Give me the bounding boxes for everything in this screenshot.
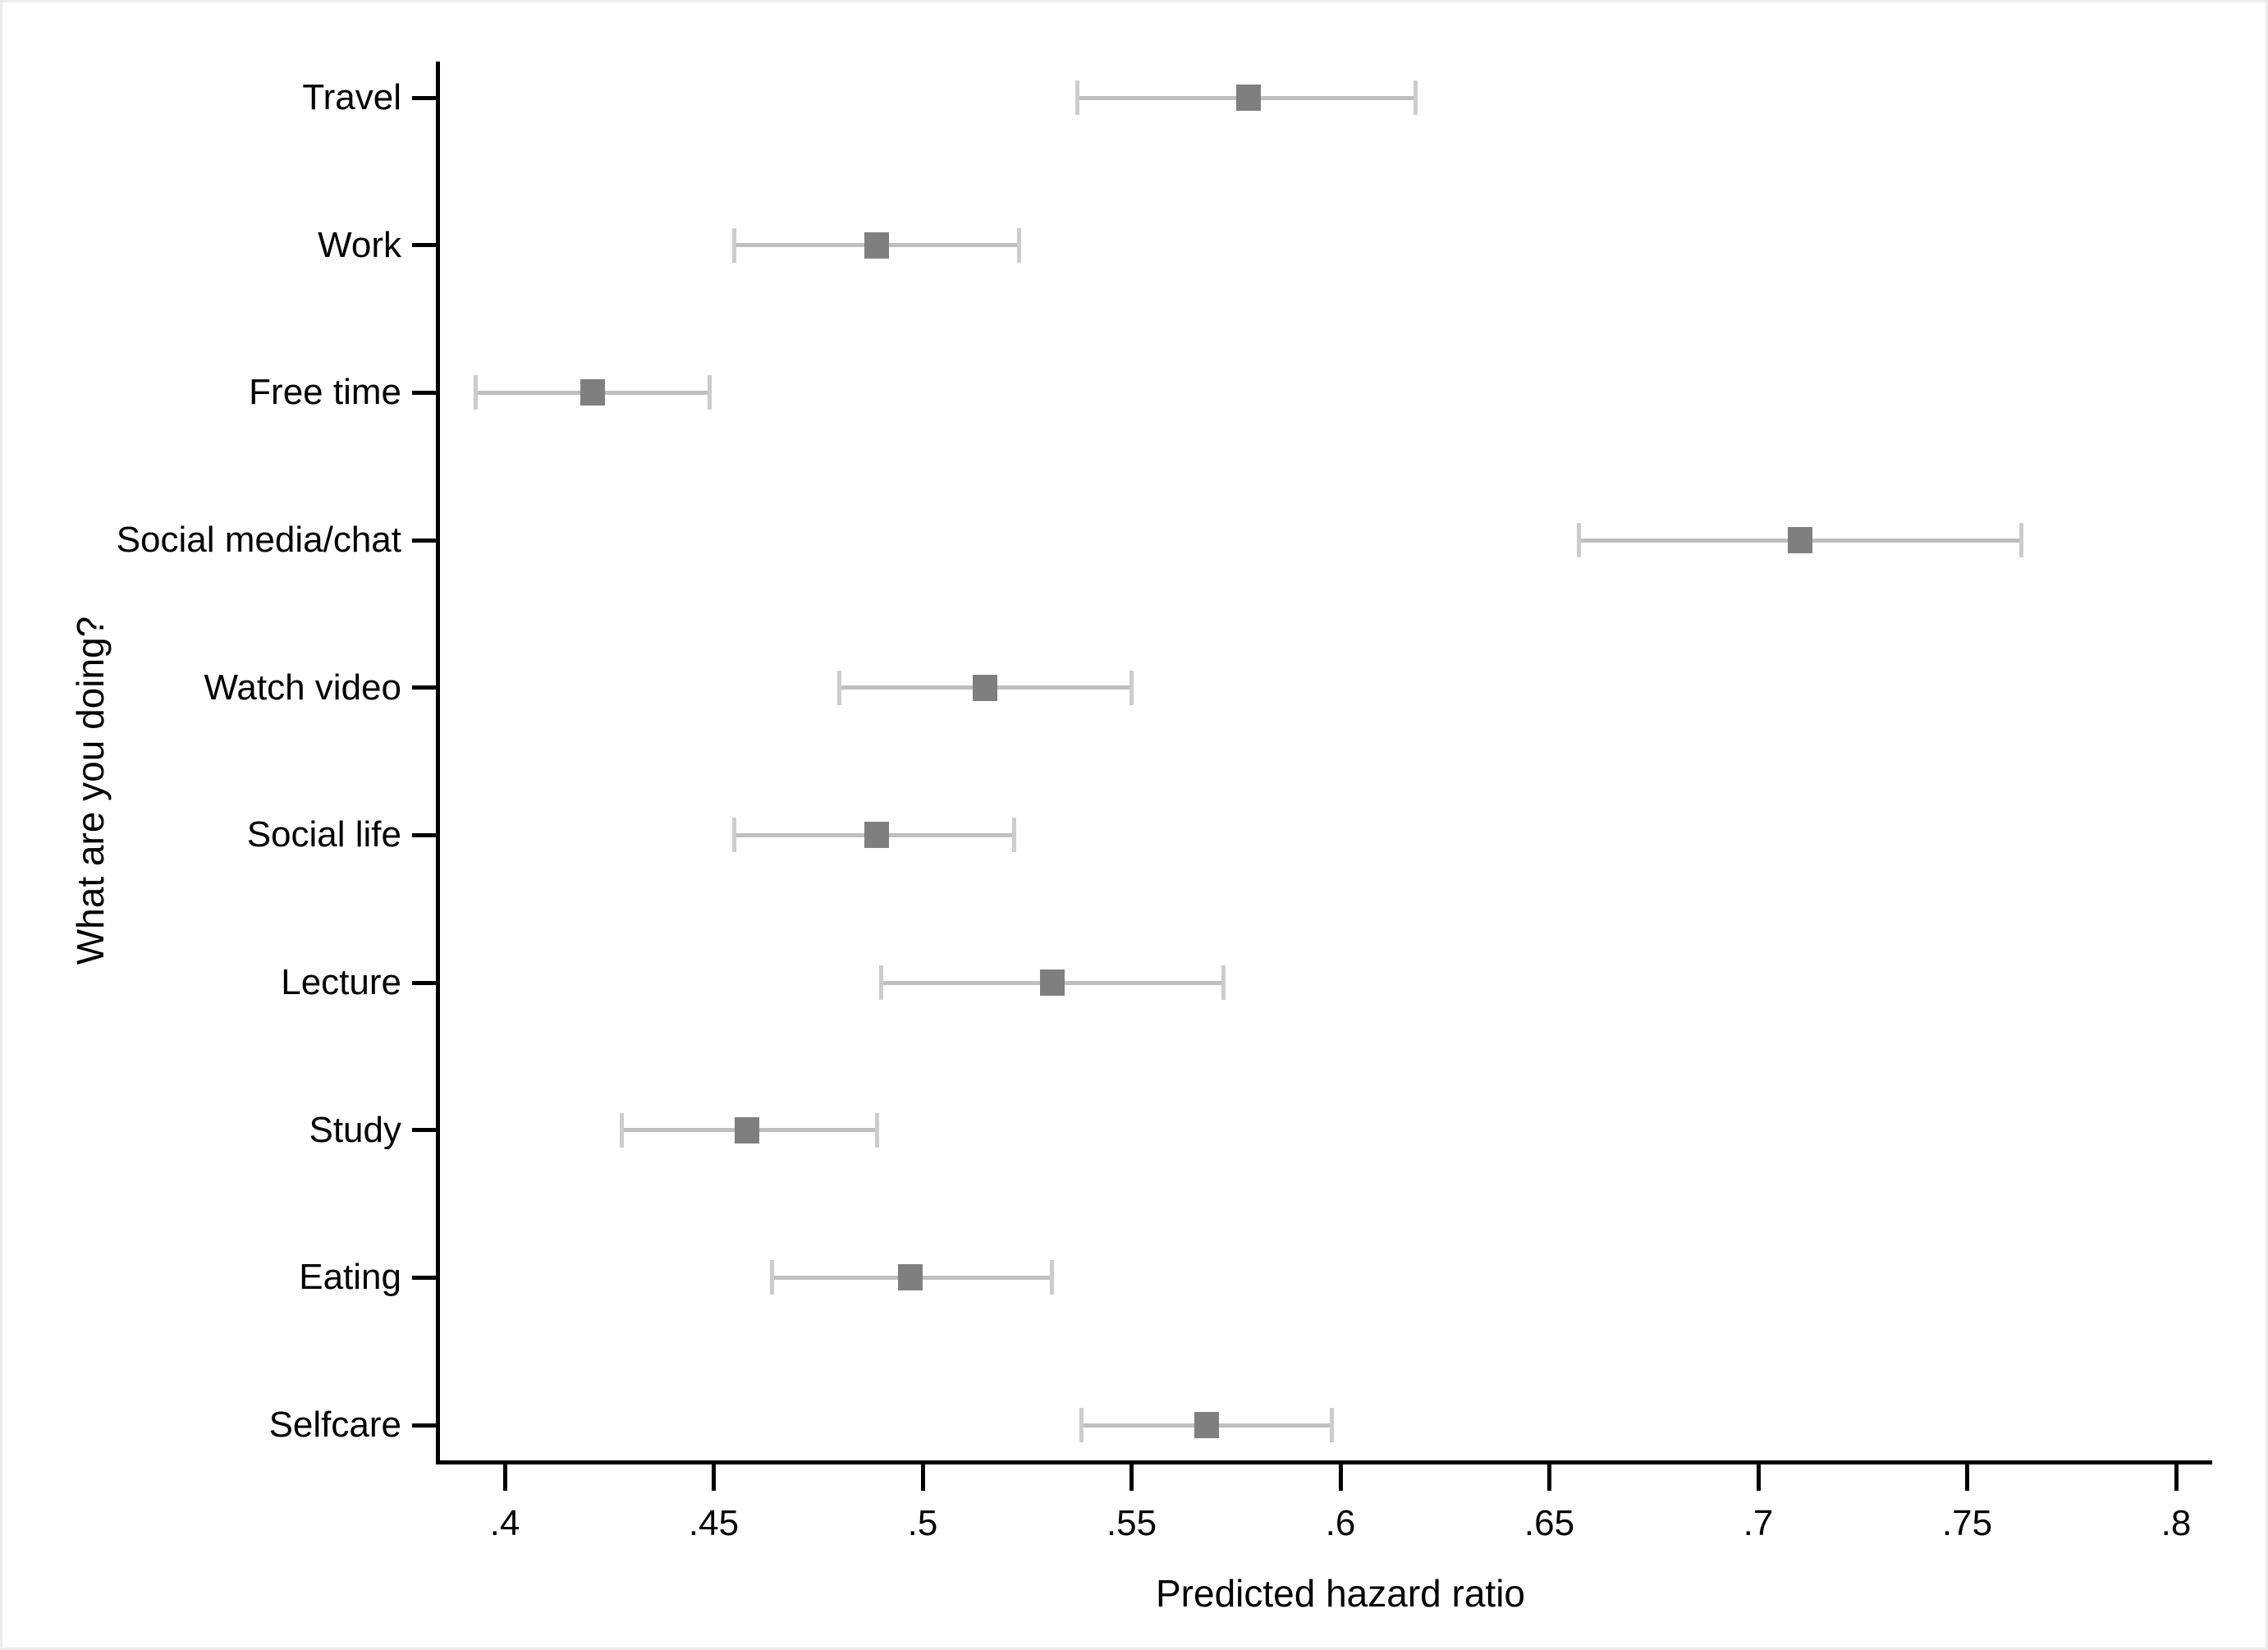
ci-cap-left [878, 965, 883, 1001]
x-axis-tick [1547, 1464, 1551, 1491]
ci-cap-right [707, 375, 712, 410]
y-axis-tick [412, 980, 436, 985]
y-axis-tick [412, 1423, 436, 1428]
point-marker [1787, 527, 1812, 553]
y-axis-title: What are you doing? [69, 616, 112, 965]
ci-cap-right [1330, 1408, 1335, 1443]
x-tick-label: .5 [907, 1503, 938, 1543]
point-marker [864, 822, 889, 849]
category-label: Lecture [281, 962, 401, 1003]
x-tick-label: .7 [1743, 1503, 1774, 1543]
category-label: Study [309, 1109, 401, 1150]
x-axis-tick [920, 1464, 925, 1491]
ci-cap-left [732, 818, 737, 853]
x-axis-tick [502, 1464, 507, 1491]
ci-cap-right [1221, 965, 1226, 1001]
category-label: Work [318, 224, 401, 265]
ci-cap-right [1016, 227, 1021, 263]
x-axis-tick [712, 1464, 716, 1491]
y-axis-tick [412, 95, 436, 100]
point-marker [1039, 969, 1065, 997]
category-label: Social media/chat [116, 520, 401, 560]
x-axis-tick [1129, 1464, 1134, 1491]
category-label: Travel [302, 77, 401, 117]
ci-cap-left [732, 227, 737, 263]
x-tick-label: .55 [1106, 1503, 1157, 1543]
point-marker [735, 1116, 760, 1144]
ci-cap-right [1050, 1260, 1055, 1295]
y-axis-tick [412, 685, 436, 690]
x-tick-label: .65 [1523, 1503, 1575, 1543]
y-axis-tick [412, 1128, 436, 1133]
ci-cap-right [874, 1112, 879, 1148]
point-marker [897, 1264, 923, 1291]
ci-cap-left [836, 670, 841, 705]
category-label: Selfcare [268, 1405, 401, 1446]
point-marker [864, 231, 889, 259]
x-axis-tick [1338, 1464, 1343, 1491]
x-axis-tick [1965, 1464, 1969, 1491]
x-tick-label: .6 [1325, 1503, 1356, 1543]
ci-cap-left [1074, 80, 1079, 115]
y-axis-spine [436, 62, 440, 1464]
y-axis-tick [412, 243, 436, 248]
ci-cap-left [473, 375, 478, 410]
point-marker [973, 674, 998, 701]
x-tick-label: .45 [688, 1503, 740, 1543]
x-axis-tick [1756, 1464, 1761, 1491]
x-axis-spine [436, 1460, 2212, 1464]
category-label: Watch video [204, 667, 401, 708]
ci-cap-right [2019, 523, 2024, 557]
y-axis-tick [412, 538, 436, 543]
category-label: Social life [246, 814, 401, 855]
ci-cap-right [1012, 818, 1017, 853]
y-axis-tick [412, 390, 436, 395]
x-axis-title: Predicted hazard ratio [1155, 1572, 1526, 1615]
y-axis-tick [412, 832, 436, 837]
point-marker [1236, 85, 1262, 111]
x-tick-label: .4 [489, 1503, 520, 1543]
category-label: Eating [299, 1257, 401, 1298]
x-tick-label: .8 [2160, 1503, 2192, 1543]
point-marker [580, 379, 605, 406]
ci-cap-right [1129, 670, 1134, 705]
category-label: Free time [249, 372, 401, 413]
point-marker [1194, 1412, 1220, 1439]
ci-cap-left [1079, 1408, 1084, 1443]
x-axis-tick [2174, 1464, 2179, 1491]
ci-cap-left [770, 1260, 775, 1295]
ci-cap-right [1413, 80, 1418, 115]
y-axis-tick [412, 1275, 436, 1280]
ci-cap-left [1576, 523, 1581, 557]
x-tick-label: .75 [1941, 1503, 1993, 1543]
ci-cap-left [620, 1112, 625, 1148]
